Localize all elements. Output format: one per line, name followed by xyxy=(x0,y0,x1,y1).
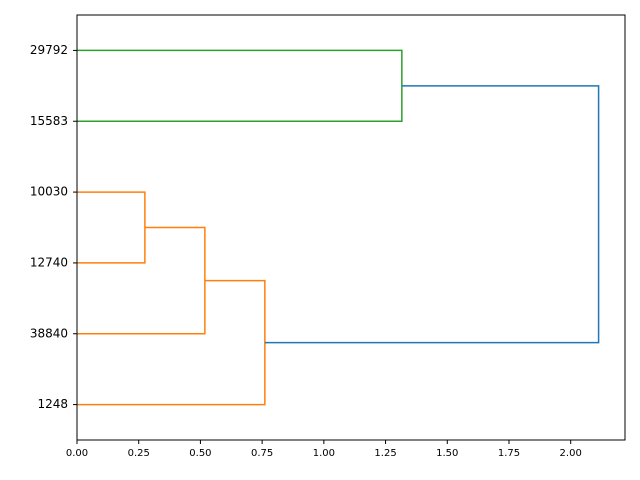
x-tick-label: 0.50 xyxy=(189,448,211,459)
x-tick-label: 2.00 xyxy=(560,448,582,459)
link xyxy=(77,279,266,406)
x-tick-label: 1.25 xyxy=(374,448,396,459)
x-tick-label: 1.75 xyxy=(498,448,520,459)
link xyxy=(77,226,206,335)
x-tick-label: 0.00 xyxy=(66,448,88,459)
y-tick-label: 29792 xyxy=(30,43,68,57)
plot-frame xyxy=(76,14,626,441)
link xyxy=(264,85,600,344)
y-tick-label: 15583 xyxy=(30,114,68,128)
y-tick-label: 10030 xyxy=(30,185,68,199)
x-tick-label: 1.50 xyxy=(436,448,458,459)
link xyxy=(77,49,403,122)
x-tick-label: 0.75 xyxy=(251,448,273,459)
y-tick-label: 38840 xyxy=(30,326,68,340)
x-tick-label: 0.25 xyxy=(128,448,150,459)
link xyxy=(77,191,146,264)
y-tick-label: 12740 xyxy=(30,255,68,269)
y-tick-label: 1248 xyxy=(37,397,68,411)
x-tick-label: 1.00 xyxy=(313,448,335,459)
